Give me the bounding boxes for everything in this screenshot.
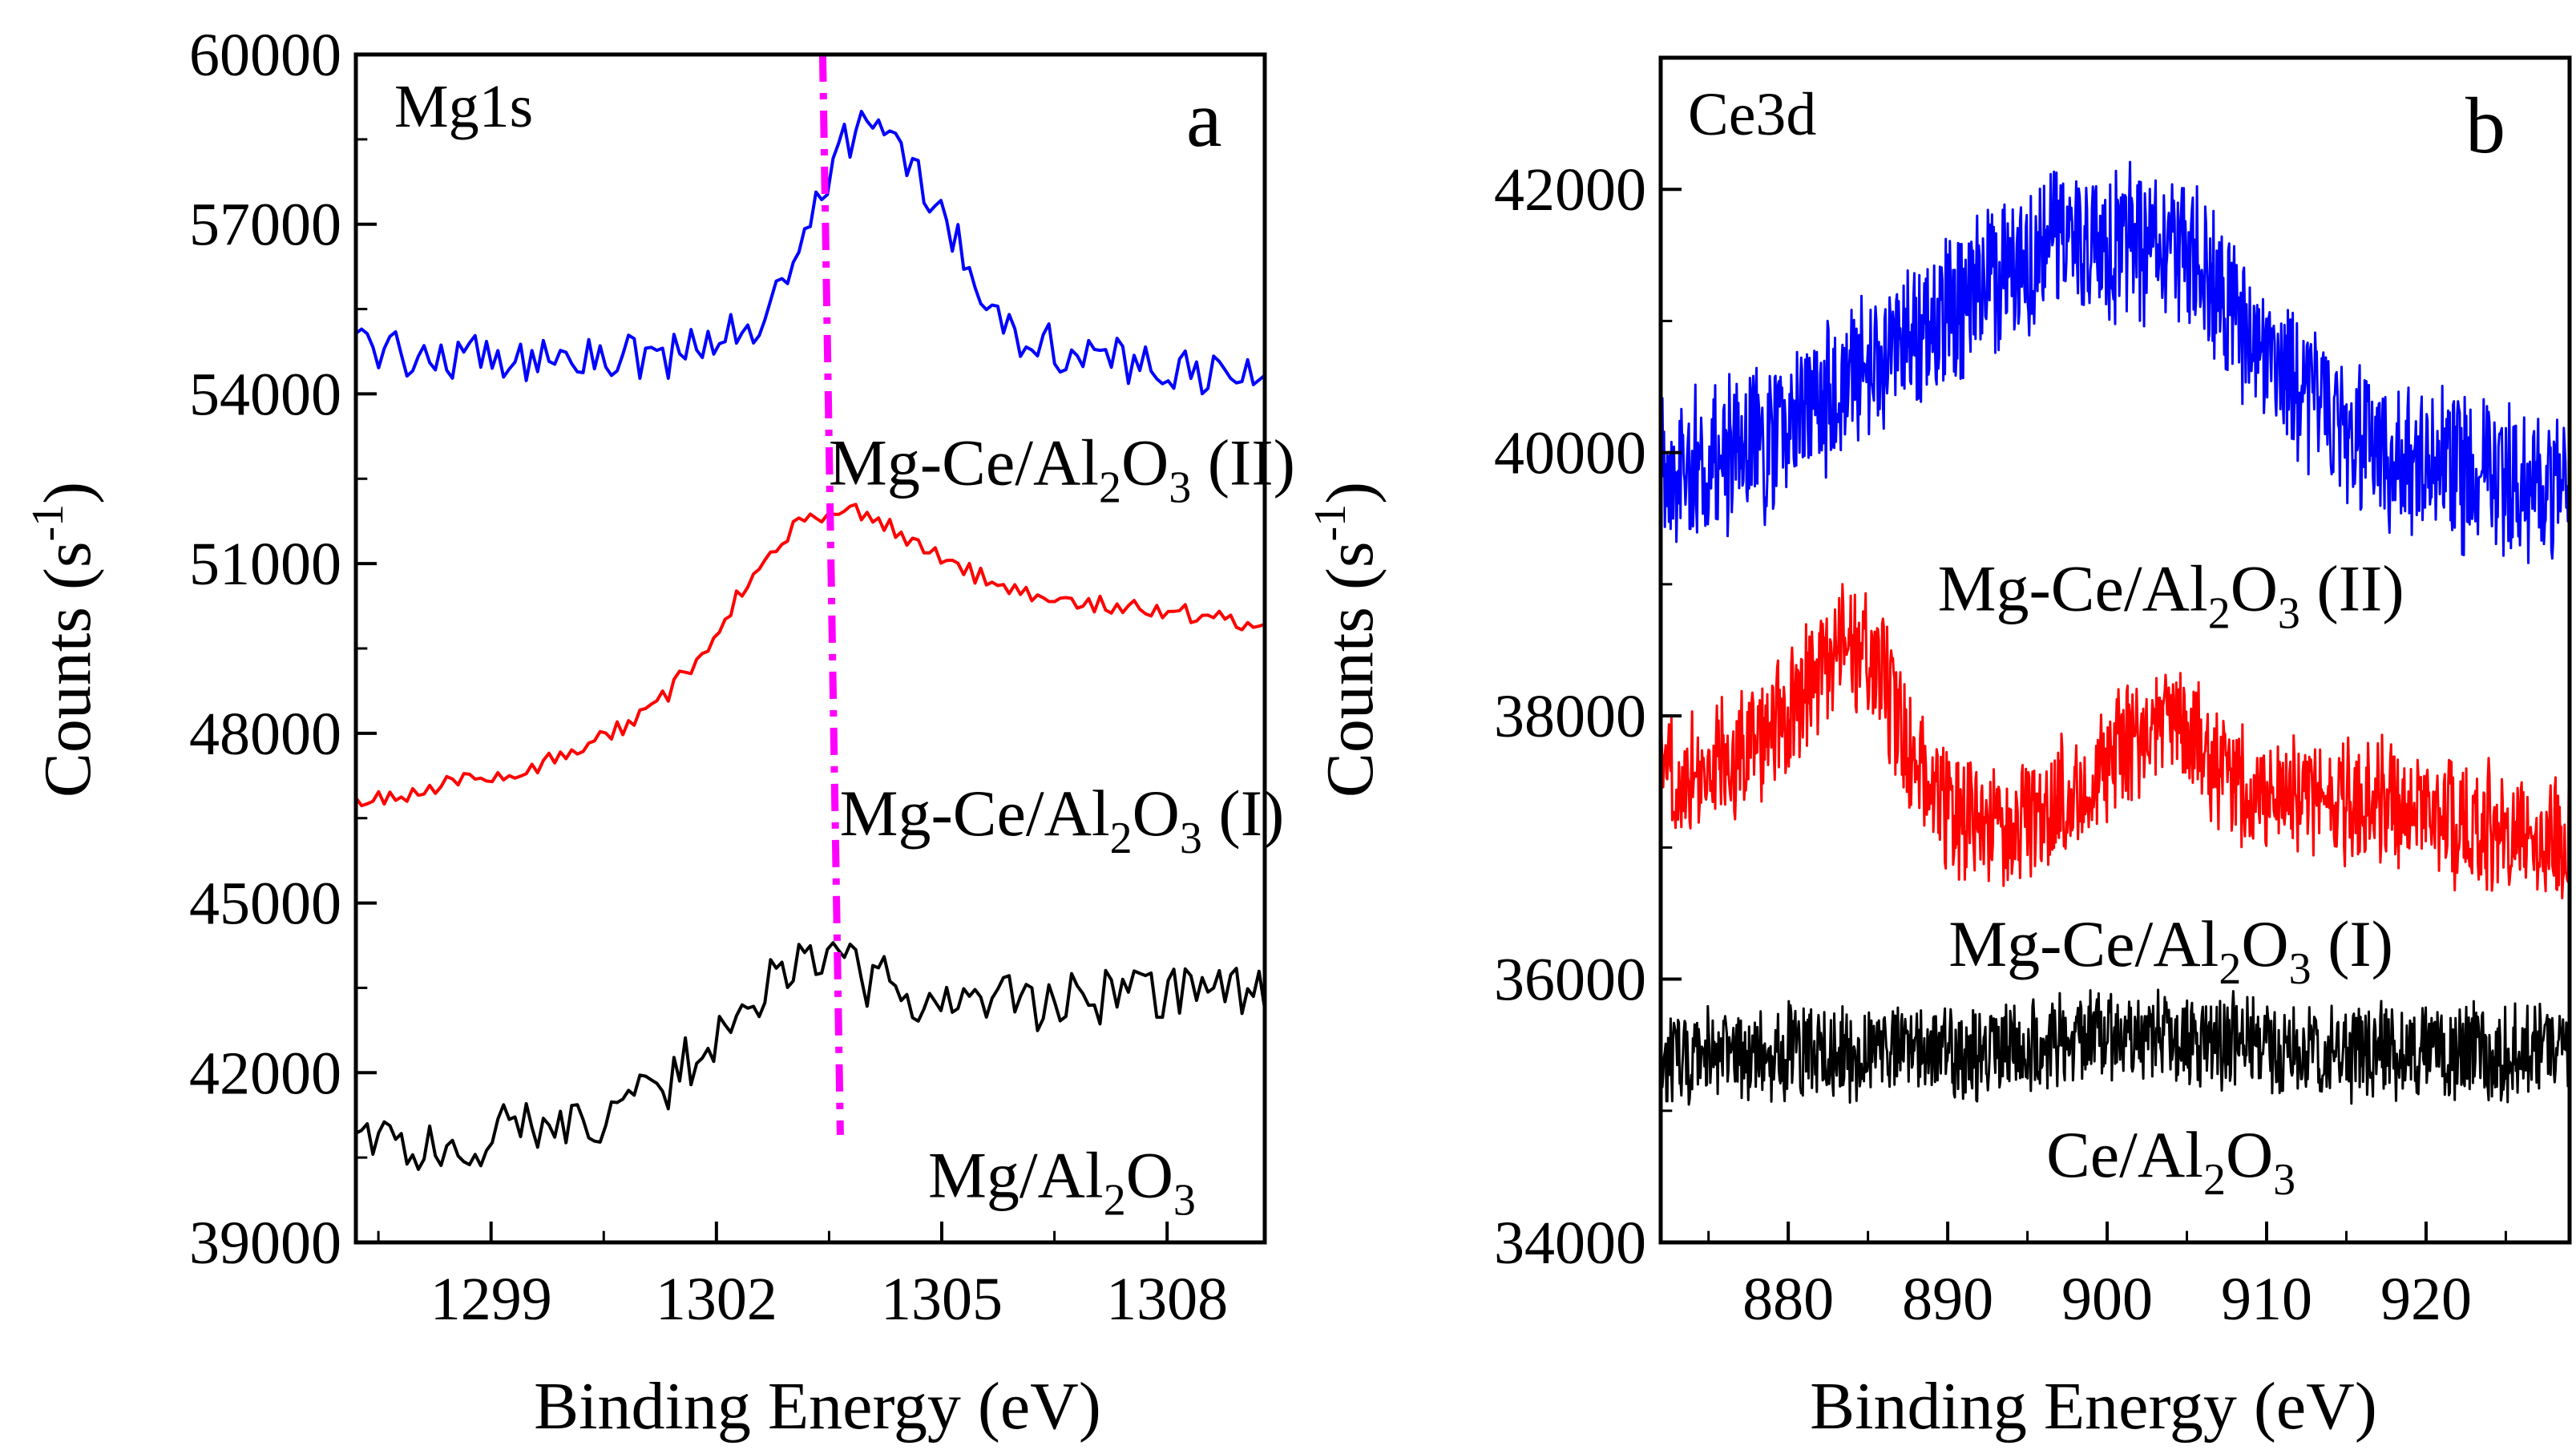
series-label-b-3: Ce/Al2O3 (2046, 1118, 2295, 1205)
y-tick-label: 34000 (1494, 1210, 1646, 1277)
panel-a-mg1s: 39000 42000 45000 48000 51000 54000 57000 60000… (23, 22, 1295, 1444)
y-tick-label: 57000 (189, 192, 341, 259)
panel-a-y-axis-label-superscript: -1 (23, 504, 73, 542)
y-tick-label: 51000 (189, 531, 341, 598)
panel-b-y-axis-label: Counts (s-1) (1306, 482, 1387, 798)
series-line-b-3 (1659, 988, 2571, 1106)
y-tick-label: 38000 (1494, 683, 1646, 750)
y-tick-label: 36000 (1494, 947, 1646, 1014)
panel-a-y-axis-label-end: ) (30, 482, 105, 504)
panel-b-letter: b (2465, 81, 2505, 170)
panel-b-axes (1658, 55, 2572, 1245)
panel-b-ce3d: 34000 36000 38000 40000 42000 880 890 900 910 92… (1306, 55, 2572, 1444)
panel-a-axes (353, 52, 1267, 1245)
reference-dash-dot-line (818, 54, 844, 1135)
panel-a-title: Mg1s (394, 73, 533, 140)
plot-frame (353, 52, 1267, 1245)
panel-b-y-axis-label-superscript: -1 (1306, 504, 1355, 542)
panel-b-series-labels: Mg-Ce/Al2O3 (II) Mg-Ce/Al2O3 (I) Ce/Al2O3 (1938, 552, 2404, 1205)
x-tick-label: 1299 (430, 1266, 552, 1333)
y-tick-label: 60000 (189, 22, 341, 89)
y-tick-label: 40000 (1494, 420, 1646, 487)
series-label-a-3: Mg/Al2O3 (928, 1139, 1196, 1226)
series-line-a-2 (354, 503, 1266, 808)
panel-a-x-axis-label: Binding Energy (eV) (534, 1369, 1101, 1444)
y-tick-label: 42000 (189, 1040, 341, 1107)
series-line-a-3 (355, 941, 1266, 1171)
x-tick-label: 1305 (881, 1266, 1003, 1333)
panel-a-reference-line (818, 54, 844, 1135)
x-tick-label: 880 (1742, 1266, 1834, 1333)
panel-a-series (354, 110, 1266, 1171)
series-line-a-1 (354, 110, 1266, 396)
panel-b-title: Ce3d (1688, 81, 1816, 148)
panel-b-series (1659, 160, 2571, 1106)
series-label-a-1: Mg-Ce/Al2O3 (II) (829, 426, 1295, 512)
y-tick-label: 39000 (189, 1210, 341, 1277)
panel-a-y-axis-label-main: Counts (s (30, 541, 105, 798)
panel-b-x-axis-label: Binding Energy (eV) (1810, 1369, 2377, 1444)
y-tick-label: 45000 (189, 870, 341, 938)
panel-a-series-labels: Mg-Ce/Al2O3 (II) Mg-Ce/Al2O3 (I) Mg/Al2O3 (829, 426, 1295, 1225)
x-tick-label: 1308 (1106, 1266, 1228, 1333)
y-tick-label: 48000 (189, 701, 341, 768)
y-tick-label: 54000 (189, 361, 341, 428)
series-line-b-2 (1659, 583, 2571, 899)
panel-b-y-axis-label-end: ) (1313, 482, 1387, 504)
x-tick-label: 900 (2061, 1266, 2153, 1333)
panel-b-y-tick-labels: 34000 36000 38000 40000 42000 (1494, 156, 1646, 1277)
series-label-a-2: Mg-Ce/Al2O3 (I) (840, 777, 1285, 863)
x-tick-label: 890 (1902, 1266, 1993, 1333)
x-tick-label: 920 (2380, 1266, 2472, 1333)
panel-a-y-axis-label: Counts (s-1) (23, 482, 105, 798)
x-tick-label: 910 (2221, 1266, 2312, 1333)
panel-b-x-tick-labels: 880 890 900 910 920 (1742, 1266, 2472, 1333)
series-label-b-2: Mg-Ce/Al2O3 (I) (1948, 907, 2393, 994)
series-label-b-1: Mg-Ce/Al2O3 (II) (1938, 552, 2404, 639)
plot-frame (1658, 55, 2572, 1245)
panel-b-y-axis-label-main: Counts (s (1313, 541, 1387, 798)
panel-a-y-tick-labels: 39000 42000 45000 48000 51000 54000 57000 60000 (189, 22, 341, 1277)
panel-a-letter: a (1186, 75, 1221, 164)
y-tick-label: 42000 (1494, 156, 1646, 224)
panel-a-x-tick-labels: 1299 1302 1305 1308 (430, 1266, 1228, 1333)
series-line-b-1 (1659, 160, 2571, 564)
x-tick-label: 1302 (656, 1266, 777, 1333)
